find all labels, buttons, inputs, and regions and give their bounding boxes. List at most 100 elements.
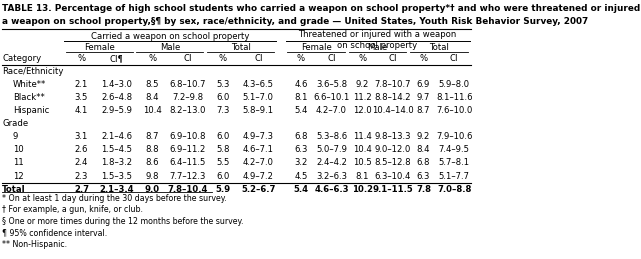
Text: a weapon on school property,§¶ by sex, race/ethnicity, and grade — United States: a weapon on school property,§¶ by sex, r… [3, 17, 588, 26]
Text: 1.5–4.5: 1.5–4.5 [101, 145, 132, 154]
Text: 3.2–6.3: 3.2–6.3 [316, 171, 347, 181]
Text: 2.4–4.2: 2.4–4.2 [316, 159, 347, 168]
Text: 6.3: 6.3 [294, 145, 308, 154]
Text: 8.8: 8.8 [146, 145, 159, 154]
Text: 10.4: 10.4 [353, 145, 372, 154]
Text: 8.1: 8.1 [356, 171, 369, 181]
Text: 6.4–11.5: 6.4–11.5 [169, 159, 206, 168]
Text: 7.4–9.5: 7.4–9.5 [438, 145, 470, 154]
Text: 6.3: 6.3 [417, 171, 430, 181]
Text: 2.1–4.6: 2.1–4.6 [101, 132, 132, 141]
Text: TABLE 13. Percentage of high school students who carried a weapon on school prop: TABLE 13. Percentage of high school stud… [3, 4, 641, 13]
Text: 5.4: 5.4 [294, 106, 308, 115]
Text: 4.9–7.3: 4.9–7.3 [243, 132, 274, 141]
Text: 4.5: 4.5 [294, 171, 308, 181]
Text: 10.2: 10.2 [352, 185, 372, 194]
Text: 8.4: 8.4 [146, 93, 159, 102]
Text: 1.5–3.5: 1.5–3.5 [101, 171, 132, 181]
Text: 11: 11 [13, 159, 24, 168]
Text: 5.3: 5.3 [216, 80, 229, 89]
Text: 2.9–5.9: 2.9–5.9 [101, 106, 132, 115]
Text: 9.7: 9.7 [417, 93, 430, 102]
Text: 6.0: 6.0 [216, 132, 229, 141]
Text: 9.2: 9.2 [356, 80, 369, 89]
Text: 2.4: 2.4 [75, 159, 88, 168]
Text: 10.4: 10.4 [143, 106, 162, 115]
Text: 6.3–10.4: 6.3–10.4 [375, 171, 411, 181]
Text: Black**: Black** [13, 93, 44, 102]
Text: CI: CI [328, 54, 336, 63]
Text: 7.6–10.0: 7.6–10.0 [436, 106, 472, 115]
Text: 9.8–13.3: 9.8–13.3 [374, 132, 411, 141]
Text: 9.0: 9.0 [145, 185, 160, 194]
Text: 7.7–12.3: 7.7–12.3 [169, 171, 206, 181]
Text: 5.8–9.1: 5.8–9.1 [243, 106, 274, 115]
Text: %: % [297, 54, 305, 63]
Text: %: % [219, 54, 227, 63]
Text: 4.2–7.0: 4.2–7.0 [243, 159, 274, 168]
Text: Grade: Grade [3, 119, 28, 128]
Text: 8.6: 8.6 [146, 159, 159, 168]
Text: 6.9: 6.9 [417, 80, 430, 89]
Text: 8.7: 8.7 [417, 106, 430, 115]
Text: 12: 12 [13, 171, 24, 181]
Text: 12.0: 12.0 [353, 106, 372, 115]
Text: 9.0–12.0: 9.0–12.0 [375, 145, 411, 154]
Text: %: % [358, 54, 366, 63]
Text: 9.2: 9.2 [417, 132, 430, 141]
Text: 9: 9 [13, 132, 18, 141]
Text: 8.1–11.6: 8.1–11.6 [436, 93, 472, 102]
Text: 4.6: 4.6 [294, 80, 308, 89]
Text: 6.6–10.1: 6.6–10.1 [313, 93, 350, 102]
Text: Category: Category [3, 54, 42, 63]
Text: 8.5–12.8: 8.5–12.8 [374, 159, 411, 168]
Text: 3.2: 3.2 [294, 159, 308, 168]
Text: 5.8: 5.8 [216, 145, 229, 154]
Text: %: % [419, 54, 428, 63]
Text: 11.2: 11.2 [353, 93, 372, 102]
Text: 5.9–8.0: 5.9–8.0 [438, 80, 470, 89]
Text: 7.8–10.4: 7.8–10.4 [167, 185, 208, 194]
Text: ** Non-Hispanic.: ** Non-Hispanic. [3, 240, 67, 249]
Text: 10: 10 [13, 145, 24, 154]
Text: Male: Male [160, 43, 180, 52]
Text: Hispanic: Hispanic [13, 106, 49, 115]
Text: * On at least 1 day during the 30 days before the survey.: * On at least 1 day during the 30 days b… [3, 194, 227, 203]
Text: 1.8–3.2: 1.8–3.2 [101, 159, 132, 168]
Text: 7.2–9.8: 7.2–9.8 [172, 93, 203, 102]
Text: 5.4: 5.4 [294, 185, 308, 194]
Text: 9.1–11.5: 9.1–11.5 [372, 185, 413, 194]
Text: 2.3: 2.3 [75, 171, 88, 181]
Text: 8.4: 8.4 [417, 145, 430, 154]
Text: 2.6–4.8: 2.6–4.8 [101, 93, 132, 102]
Text: 7.0–8.8: 7.0–8.8 [437, 185, 471, 194]
Text: 9.8: 9.8 [146, 171, 159, 181]
Text: 7.8–10.7: 7.8–10.7 [374, 80, 411, 89]
Text: 6.8–10.7: 6.8–10.7 [169, 80, 206, 89]
Text: 5.9: 5.9 [215, 185, 231, 194]
Text: 6.8: 6.8 [417, 159, 430, 168]
Text: 5.1–7.7: 5.1–7.7 [438, 171, 470, 181]
Text: 8.2–13.0: 8.2–13.0 [169, 106, 206, 115]
Text: 5.7–8.1: 5.7–8.1 [438, 159, 470, 168]
Text: CI¶: CI¶ [110, 54, 124, 63]
Text: 4.3–6.5: 4.3–6.5 [243, 80, 274, 89]
Text: Race/Ethnicity: Race/Ethnicity [3, 67, 63, 76]
Text: Female: Female [301, 43, 331, 52]
Text: Total: Total [231, 43, 251, 52]
Text: CI: CI [450, 54, 458, 63]
Text: 5.5: 5.5 [216, 159, 229, 168]
Text: ¶ 95% confidence interval.: ¶ 95% confidence interval. [3, 228, 108, 237]
Text: 6.8: 6.8 [294, 132, 308, 141]
Text: %: % [148, 54, 156, 63]
Text: 7.9–10.6: 7.9–10.6 [436, 132, 472, 141]
Text: † For example, a gun, knife, or club.: † For example, a gun, knife, or club. [3, 205, 144, 214]
Text: 6.0: 6.0 [216, 171, 229, 181]
Text: CI: CI [254, 54, 263, 63]
Text: CI: CI [388, 54, 397, 63]
Text: CI: CI [183, 54, 192, 63]
Text: 1.4–3.0: 1.4–3.0 [101, 80, 132, 89]
Text: 4.2–7.0: 4.2–7.0 [316, 106, 347, 115]
Text: 10.4–14.0: 10.4–14.0 [372, 106, 413, 115]
Text: 4.9–7.2: 4.9–7.2 [243, 171, 274, 181]
